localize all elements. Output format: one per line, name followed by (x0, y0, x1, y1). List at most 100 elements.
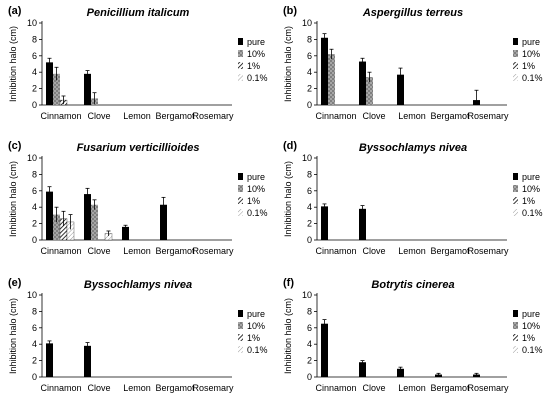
bar (46, 343, 53, 377)
y-tick-label: 6 (307, 51, 312, 61)
bar (397, 74, 404, 105)
legend-swatch (513, 74, 518, 81)
y-tick-label: 6 (32, 186, 37, 196)
x-tick-label: Bergamot (430, 246, 470, 256)
bar (321, 323, 328, 377)
chart-panel: (d) Byssochlamys nivea Inhibition halo (cm… (283, 140, 543, 256)
y-tick-label: 6 (32, 51, 37, 61)
legend-label: pure (247, 309, 265, 319)
legend-label: 1% (247, 61, 260, 71)
legend-label: pure (522, 309, 540, 319)
legend-label: 0.1% (522, 345, 543, 355)
panel-label: (b) (283, 5, 297, 17)
bar (91, 204, 98, 240)
bar (53, 73, 60, 105)
y-tick-label: 2 (307, 219, 312, 229)
chart-panel: (f) Botrytis cinerea Inhibition halo (cm) 0… (283, 277, 543, 393)
x-tick-label: Clove (87, 383, 110, 393)
y-tick-label: 8 (307, 306, 312, 316)
x-tick-label: Lemon (398, 383, 426, 393)
x-tick-label: Bergamot (430, 111, 470, 121)
x-tick-label: Cinnamon (40, 383, 81, 393)
y-tick-label: 10 (302, 153, 312, 163)
legend-swatch (513, 334, 518, 341)
y-tick-label: 8 (32, 306, 37, 316)
x-tick-label: Bergamot (155, 246, 195, 256)
y-tick-label: 6 (32, 323, 37, 333)
x-tick-label: Rosemary (192, 111, 234, 121)
x-tick-label: Rosemary (467, 383, 509, 393)
legend-swatch (513, 310, 518, 317)
x-tick-label: Bergamot (155, 111, 195, 121)
y-tick-label: 0 (307, 100, 312, 110)
chart-title: Byssochlamys nivea (359, 142, 467, 154)
y-tick-label: 0 (32, 235, 37, 245)
bar (84, 194, 91, 240)
x-tick-label: Cinnamon (315, 383, 356, 393)
y-tick-label: 0 (32, 100, 37, 110)
bar (321, 206, 328, 240)
y-tick-label: 10 (302, 290, 312, 300)
bar (366, 77, 373, 105)
y-tick-label: 4 (307, 202, 312, 212)
y-axis-label: Inhibition halo (cm) (8, 298, 18, 374)
bar (122, 226, 129, 240)
bar (473, 374, 480, 377)
legend-swatch (238, 62, 243, 69)
y-tick-label: 2 (307, 84, 312, 94)
x-tick-label: Lemon (398, 111, 426, 121)
x-tick-label: Clove (362, 383, 385, 393)
chart-title: Botrytis cinerea (371, 279, 454, 291)
legend-label: 1% (522, 61, 535, 71)
legend-swatch (513, 38, 518, 45)
legend-swatch (238, 173, 243, 180)
legend-swatch (513, 197, 518, 204)
x-tick-label: Clove (362, 246, 385, 256)
panel-label: (a) (8, 5, 22, 17)
x-tick-label: Rosemary (467, 111, 509, 121)
x-tick-label: Bergamot (430, 383, 470, 393)
y-tick-label: 0 (307, 372, 312, 382)
y-tick-label: 10 (27, 153, 37, 163)
legend-label: 1% (522, 333, 535, 343)
legend-label: 0.1% (522, 73, 543, 83)
legend-label: 10% (522, 184, 540, 194)
bar (359, 61, 366, 105)
bar (328, 54, 335, 105)
legend-label: 0.1% (247, 208, 268, 218)
x-tick-label: Cinnamon (40, 111, 81, 121)
x-tick-label: Clove (87, 246, 110, 256)
legend-swatch (238, 209, 243, 216)
legend-swatch (238, 185, 243, 192)
bar (46, 62, 53, 105)
legend-label: 10% (522, 49, 540, 59)
bar (359, 208, 366, 240)
legend-label: 10% (247, 321, 265, 331)
legend-label: 1% (522, 196, 535, 206)
legend-swatch (238, 334, 243, 341)
x-tick-label: Lemon (123, 246, 151, 256)
y-tick-label: 0 (32, 372, 37, 382)
legend-label: 0.1% (247, 73, 268, 83)
bar (53, 214, 60, 240)
bar (321, 37, 328, 106)
legend-swatch (513, 346, 518, 353)
legend-swatch (238, 50, 243, 57)
y-tick-label: 6 (307, 186, 312, 196)
legend-label: 0.1% (522, 208, 543, 218)
x-tick-label: Lemon (123, 111, 151, 121)
panel-label: (d) (283, 140, 297, 152)
x-tick-label: Lemon (123, 383, 151, 393)
panel-label: (c) (8, 140, 22, 152)
legend-swatch (238, 310, 243, 317)
y-tick-label: 2 (32, 356, 37, 366)
legend-label: pure (247, 37, 265, 47)
chart-panel: (a) Penicillium italicum Inhibition halo (… (8, 5, 268, 121)
y-tick-label: 2 (307, 356, 312, 366)
legend-swatch (513, 173, 518, 180)
legend-swatch (238, 197, 243, 204)
chart-title: Penicillium italicum (87, 7, 190, 19)
bar (84, 73, 91, 105)
x-tick-label: Cinnamon (40, 246, 81, 256)
